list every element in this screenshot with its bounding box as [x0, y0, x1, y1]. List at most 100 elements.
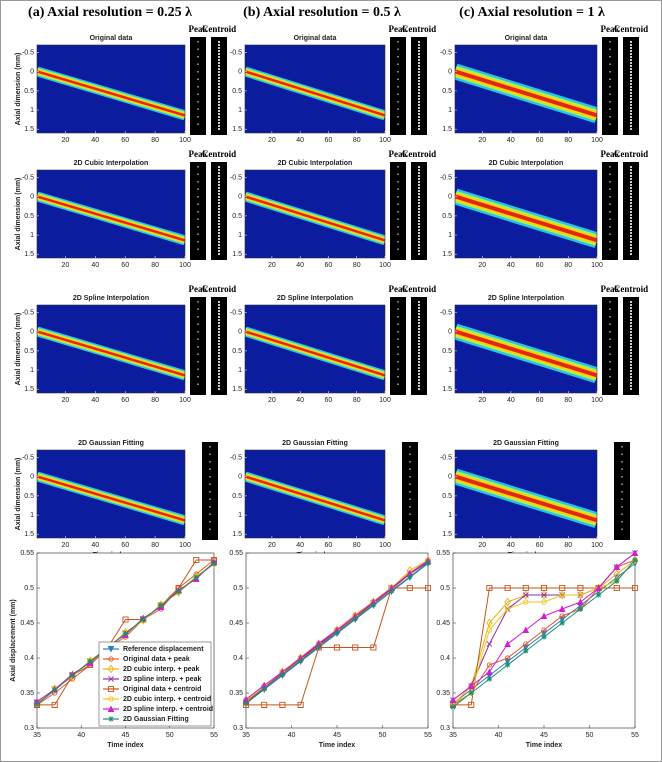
marker	[541, 634, 547, 640]
legend-label: 2D spline interp. + centroid	[123, 706, 213, 713]
y-tick-label: 0.45	[229, 620, 243, 627]
y-tick-label: 0.5	[233, 585, 243, 592]
heatmap-stripe	[37, 191, 185, 246]
x-tick-label: 45	[540, 732, 548, 739]
y-tick-label: 0.5	[232, 493, 242, 500]
y-tick-label: 1	[448, 512, 452, 519]
y-tick-label: 0.5	[24, 213, 34, 220]
marker	[108, 716, 114, 722]
x-tick-label: 20	[268, 137, 276, 144]
marker	[424, 584, 432, 592]
marker	[407, 574, 413, 580]
y-tick-label: 0.3	[233, 725, 243, 732]
y-tick-label: 0.5	[442, 88, 452, 95]
stripe-band	[455, 69, 597, 118]
marker	[108, 676, 114, 682]
panel-title: 2D Cubic Interpolation	[278, 160, 353, 167]
thumbnail-label: Peak	[389, 24, 408, 34]
x-tick-label: 55	[210, 732, 218, 739]
y-tick-label: 1.5	[24, 386, 34, 393]
y-tick-label: 1.5	[232, 251, 242, 258]
marker	[176, 588, 182, 595]
legend-label: 2D spline interp. + peak	[123, 676, 201, 683]
thumbnail-label: Centroid	[402, 284, 436, 294]
y-tick-label: -0.5	[22, 309, 34, 316]
y-tick-label: 0	[448, 194, 452, 201]
marker	[577, 584, 584, 592]
marker	[486, 618, 493, 628]
y-tick-label: 1.5	[442, 531, 452, 538]
marker	[108, 656, 114, 662]
x-tick-label: 60	[325, 262, 333, 269]
y-tick-label: 0.4	[233, 655, 243, 662]
x-axis-label: Time index	[107, 742, 144, 749]
heatmap-stripe	[455, 63, 597, 124]
thumbnail-label: Centroid	[202, 284, 236, 294]
panel-title: 2D Gaussian Fitting	[78, 440, 144, 447]
marker	[107, 685, 115, 693]
marker	[107, 664, 115, 674]
y-tick-label: 0	[238, 69, 242, 76]
panel-title: 2D Spline Interpolation	[488, 295, 564, 302]
panel-title: Original data	[90, 35, 133, 42]
y-tick-label: 1.5	[24, 126, 34, 133]
marker	[279, 701, 286, 708]
x-tick-label: 100	[591, 137, 603, 144]
marker	[504, 655, 511, 661]
x-tick-label: 100	[591, 262, 603, 269]
thumbnail-label: Centroid	[402, 149, 436, 159]
marker	[193, 556, 200, 564]
y-tick-label: 0.45	[20, 620, 34, 627]
marker	[559, 620, 565, 626]
y-tick-label: 0.3	[24, 725, 34, 732]
y-tick-label: 0.5	[232, 348, 242, 355]
heatmap-stripe	[455, 468, 597, 529]
heatmap-stripe	[245, 66, 385, 121]
y-tick-label: 1.5	[232, 126, 242, 133]
x-tick-label: 100	[591, 397, 603, 404]
marker	[108, 696, 114, 702]
x-tick-label: 20	[268, 397, 276, 404]
y-tick-label: 1.5	[24, 531, 34, 538]
stripe-band	[455, 474, 597, 523]
x-tick-label: 20	[268, 262, 276, 269]
marker	[613, 584, 620, 592]
x-tick-label: 80	[564, 397, 572, 404]
column-heading: (c) Axial resolution = 1 λ	[459, 5, 605, 20]
marker	[523, 641, 529, 647]
marker	[140, 616, 146, 623]
y-tick-label: -0.5	[22, 174, 34, 181]
heatmap-frame	[244, 44, 386, 134]
marker	[450, 704, 456, 710]
marker	[211, 560, 217, 567]
series-line	[37, 559, 214, 706]
y-tick-label: 0	[30, 69, 34, 76]
heatmap-stripe	[455, 188, 597, 249]
marker	[370, 644, 377, 651]
x-tick-label: 60	[325, 397, 333, 404]
series-line	[452, 559, 636, 704]
heatmap-stripe	[455, 323, 597, 384]
legend-label: 2D Gaussian Fitting	[123, 716, 189, 723]
marker	[540, 584, 548, 592]
marker	[69, 672, 75, 679]
marker	[540, 612, 548, 620]
stripe-band	[455, 329, 597, 378]
y-tick-label: 1	[30, 512, 34, 519]
x-tick-label: 50	[586, 732, 594, 739]
marker	[596, 592, 602, 598]
y-tick-label: 1	[238, 107, 242, 114]
x-tick-label: 80	[353, 542, 361, 549]
stripe-band	[37, 475, 185, 522]
y-tick-label: -0.5	[440, 174, 452, 181]
x-tick-label: 60	[325, 542, 333, 549]
x-tick-label: 80	[151, 137, 159, 144]
y-tick-label: 0	[448, 329, 452, 336]
marker	[468, 701, 475, 708]
x-axis-label: Time index	[319, 742, 356, 749]
heatmap-frame	[244, 449, 386, 539]
x-tick-label: 60	[325, 137, 333, 144]
stripe-band	[245, 70, 385, 117]
marker	[52, 687, 58, 693]
